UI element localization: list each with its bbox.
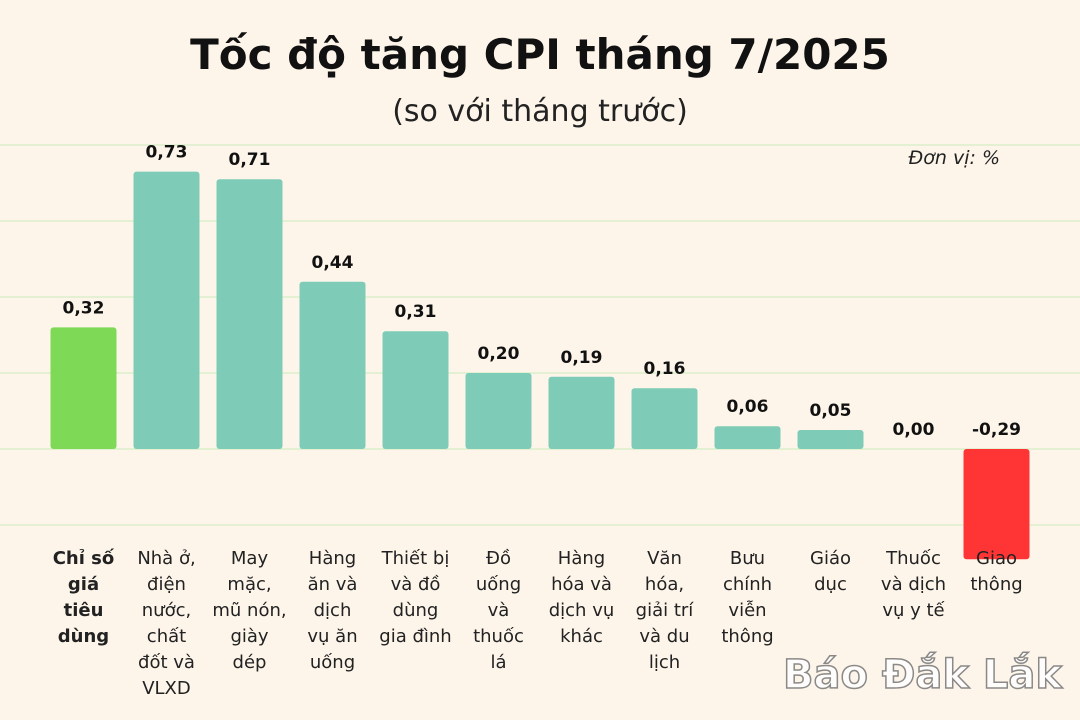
bar [465, 373, 532, 449]
value-label: 0,32 [63, 298, 105, 318]
category-label: Hàng ăn và dịch vụ ăn uống [307, 548, 358, 673]
category-label: Giáo dục [810, 548, 851, 595]
chart-title: Tốc độ tăng CPI tháng 7/2025 [190, 30, 890, 79]
unit-label: Đơn vị: % [908, 147, 1000, 169]
bar [548, 376, 615, 449]
bar [963, 449, 1030, 560]
bar [797, 430, 864, 449]
bar [382, 331, 449, 449]
category-label: Giao thông [970, 548, 1023, 595]
bar [299, 281, 366, 449]
bar [216, 179, 283, 449]
bar [714, 426, 781, 449]
category-label: Hàng hóa và dịch vụ khác [548, 548, 615, 647]
value-label: 0,31 [395, 302, 437, 322]
value-label: 0,06 [727, 397, 769, 417]
category-label: May mặc, mũ nón, giày dép [212, 548, 287, 673]
value-label: 0,16 [644, 359, 686, 379]
category-label: Chỉ số giá tiêu dùng [52, 548, 115, 647]
value-label: 0,73 [146, 143, 188, 163]
value-label: -0,29 [972, 420, 1021, 440]
category-label: Thuốc và dịch vụ y tế [880, 548, 947, 621]
watermark: Báo Đắk Lắk [782, 651, 1063, 699]
value-label: 0,71 [229, 150, 271, 170]
category-label: Văn hóa, giải trí và du lịch [635, 548, 694, 673]
category-label: Nhà ở, điện nước, chất đốt và VLXD [137, 548, 196, 699]
value-label: 0,05 [810, 401, 852, 421]
value-label: 0,44 [312, 253, 354, 273]
category-label: Thiết bị và đồ dùng gia đình [379, 548, 452, 647]
bar [50, 327, 117, 449]
bar [133, 171, 200, 449]
value-label: 0,19 [561, 348, 603, 368]
value-label: 0,20 [478, 344, 520, 364]
category-label: Đồ uống và thuốc lá [473, 548, 524, 673]
category-label: Bưu chính viễn thông [721, 548, 774, 647]
value-label: 0,00 [893, 420, 935, 440]
bar [631, 388, 698, 449]
chart-subtitle: (so với tháng trước) [392, 94, 688, 129]
